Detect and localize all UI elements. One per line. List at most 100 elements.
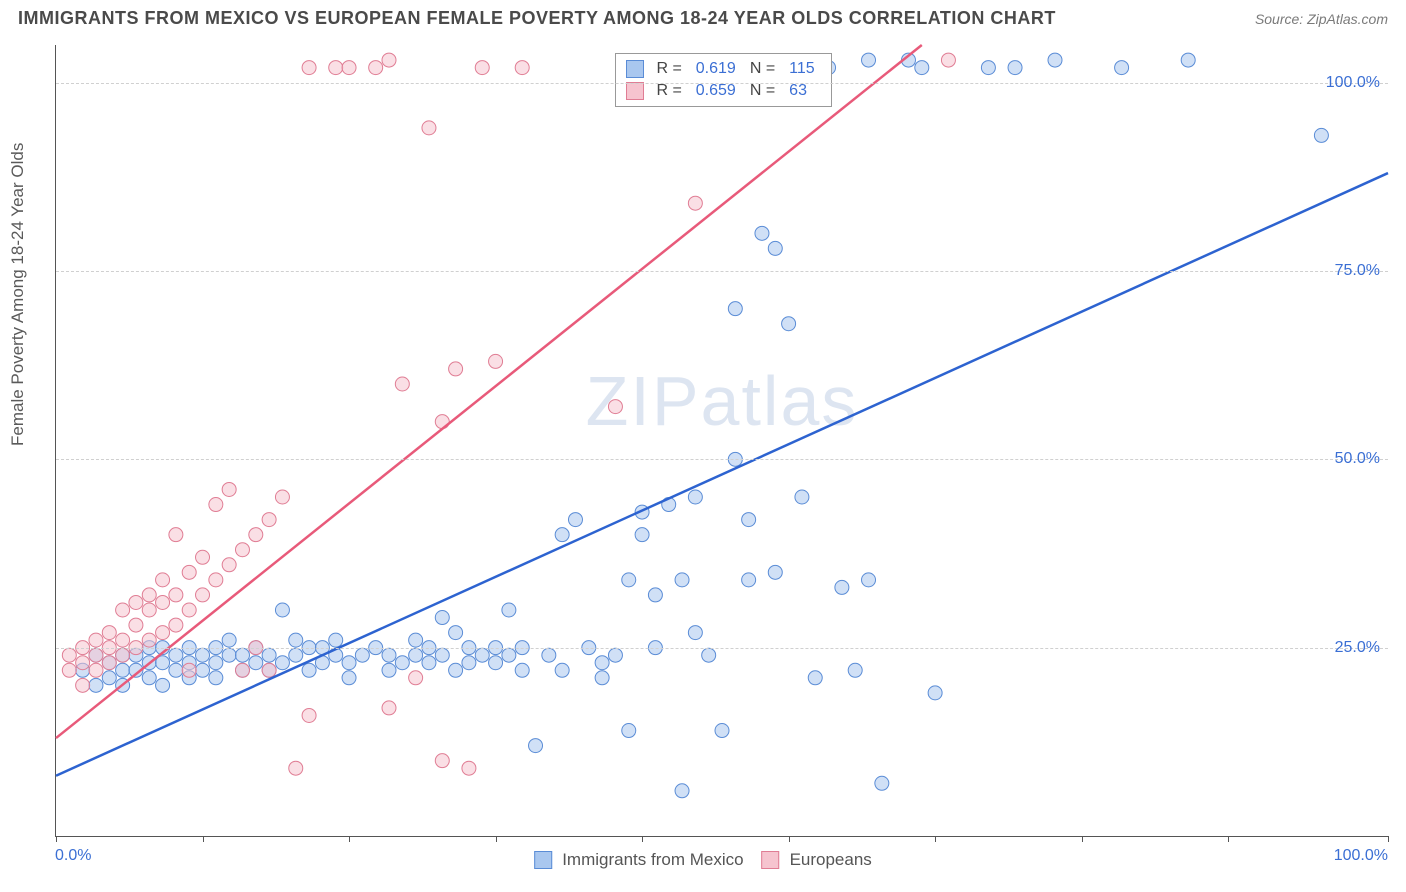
data-point	[89, 663, 103, 677]
data-point	[835, 580, 849, 594]
data-point	[1008, 61, 1022, 75]
data-point	[249, 656, 263, 670]
correlation-legend: R = 0.619 N = 115 R = 0.659 N = 63	[615, 53, 831, 107]
data-point	[1181, 53, 1195, 67]
data-point	[688, 626, 702, 640]
data-point	[382, 53, 396, 67]
data-point	[848, 663, 862, 677]
data-point	[382, 648, 396, 662]
legend-row: R = 0.619 N = 115	[626, 58, 820, 80]
legend-n-value: 63	[789, 82, 807, 100]
data-point	[688, 490, 702, 504]
x-tick-mark	[349, 836, 350, 842]
data-point	[395, 656, 409, 670]
legend-swatch	[762, 851, 780, 869]
data-point	[89, 633, 103, 647]
data-point	[156, 626, 170, 640]
data-point	[142, 603, 156, 617]
data-point	[222, 633, 236, 647]
data-point	[449, 663, 463, 677]
data-point	[795, 490, 809, 504]
data-point	[169, 588, 183, 602]
data-point	[129, 618, 143, 632]
legend-r-value: 0.659	[696, 82, 736, 100]
data-point	[409, 648, 423, 662]
data-point	[102, 671, 116, 685]
data-point	[62, 648, 76, 662]
data-point	[742, 573, 756, 587]
data-point	[102, 656, 116, 670]
data-point	[182, 663, 196, 677]
data-point	[275, 656, 289, 670]
data-point	[262, 513, 276, 527]
y-tick-label: 75.0%	[1335, 262, 1380, 280]
data-point	[235, 648, 249, 662]
data-point	[435, 415, 449, 429]
data-point	[409, 671, 423, 685]
trend-line	[56, 173, 1388, 776]
data-point	[928, 686, 942, 700]
legend-swatch	[626, 60, 644, 78]
data-point	[608, 648, 622, 662]
data-point	[275, 490, 289, 504]
data-point	[196, 550, 210, 564]
data-point	[395, 377, 409, 391]
trend-line	[56, 45, 922, 738]
x-tick-mark	[496, 836, 497, 842]
data-point	[182, 603, 196, 617]
data-point	[422, 121, 436, 135]
data-point	[502, 603, 516, 617]
data-point	[688, 196, 702, 210]
data-point	[129, 595, 143, 609]
x-tick-mark	[56, 836, 57, 842]
y-axis-label: Female Poverty Among 18-24 Year Olds	[8, 143, 28, 446]
data-point	[169, 528, 183, 542]
data-point	[76, 656, 90, 670]
data-point	[648, 588, 662, 602]
legend-swatch	[534, 851, 552, 869]
data-point	[862, 53, 876, 67]
data-point	[981, 61, 995, 75]
data-point	[302, 708, 316, 722]
x-axis-min-label: 0.0%	[55, 847, 91, 865]
data-point	[462, 761, 476, 775]
data-point	[502, 648, 516, 662]
data-point	[515, 61, 529, 75]
data-point	[169, 663, 183, 677]
data-point	[409, 633, 423, 647]
x-tick-mark	[789, 836, 790, 842]
legend-r-label: R =	[656, 82, 681, 100]
data-point	[302, 663, 316, 677]
x-tick-mark	[935, 836, 936, 842]
data-point	[768, 241, 782, 255]
data-point	[782, 317, 796, 331]
data-point	[329, 61, 343, 75]
legend-item: Immigrants from Mexico	[534, 850, 743, 870]
data-point	[222, 648, 236, 662]
data-point	[875, 776, 889, 790]
legend-label: Europeans	[790, 850, 872, 870]
data-point	[675, 784, 689, 798]
data-point	[102, 626, 116, 640]
data-point	[289, 633, 303, 647]
data-point	[529, 739, 543, 753]
data-point	[435, 754, 449, 768]
x-tick-mark	[1388, 836, 1389, 842]
data-point	[675, 573, 689, 587]
legend-r-value: 0.619	[696, 60, 736, 78]
data-point	[329, 633, 343, 647]
data-point	[249, 528, 263, 542]
data-point	[62, 663, 76, 677]
gridline	[56, 459, 1388, 460]
legend-n-label: N =	[750, 82, 775, 100]
data-point	[209, 573, 223, 587]
legend-item: Europeans	[762, 850, 872, 870]
data-point	[369, 61, 383, 75]
x-tick-mark	[642, 836, 643, 842]
data-point	[196, 663, 210, 677]
data-point	[382, 663, 396, 677]
data-point	[382, 701, 396, 715]
data-point	[435, 648, 449, 662]
data-point	[169, 618, 183, 632]
data-point	[915, 61, 929, 75]
